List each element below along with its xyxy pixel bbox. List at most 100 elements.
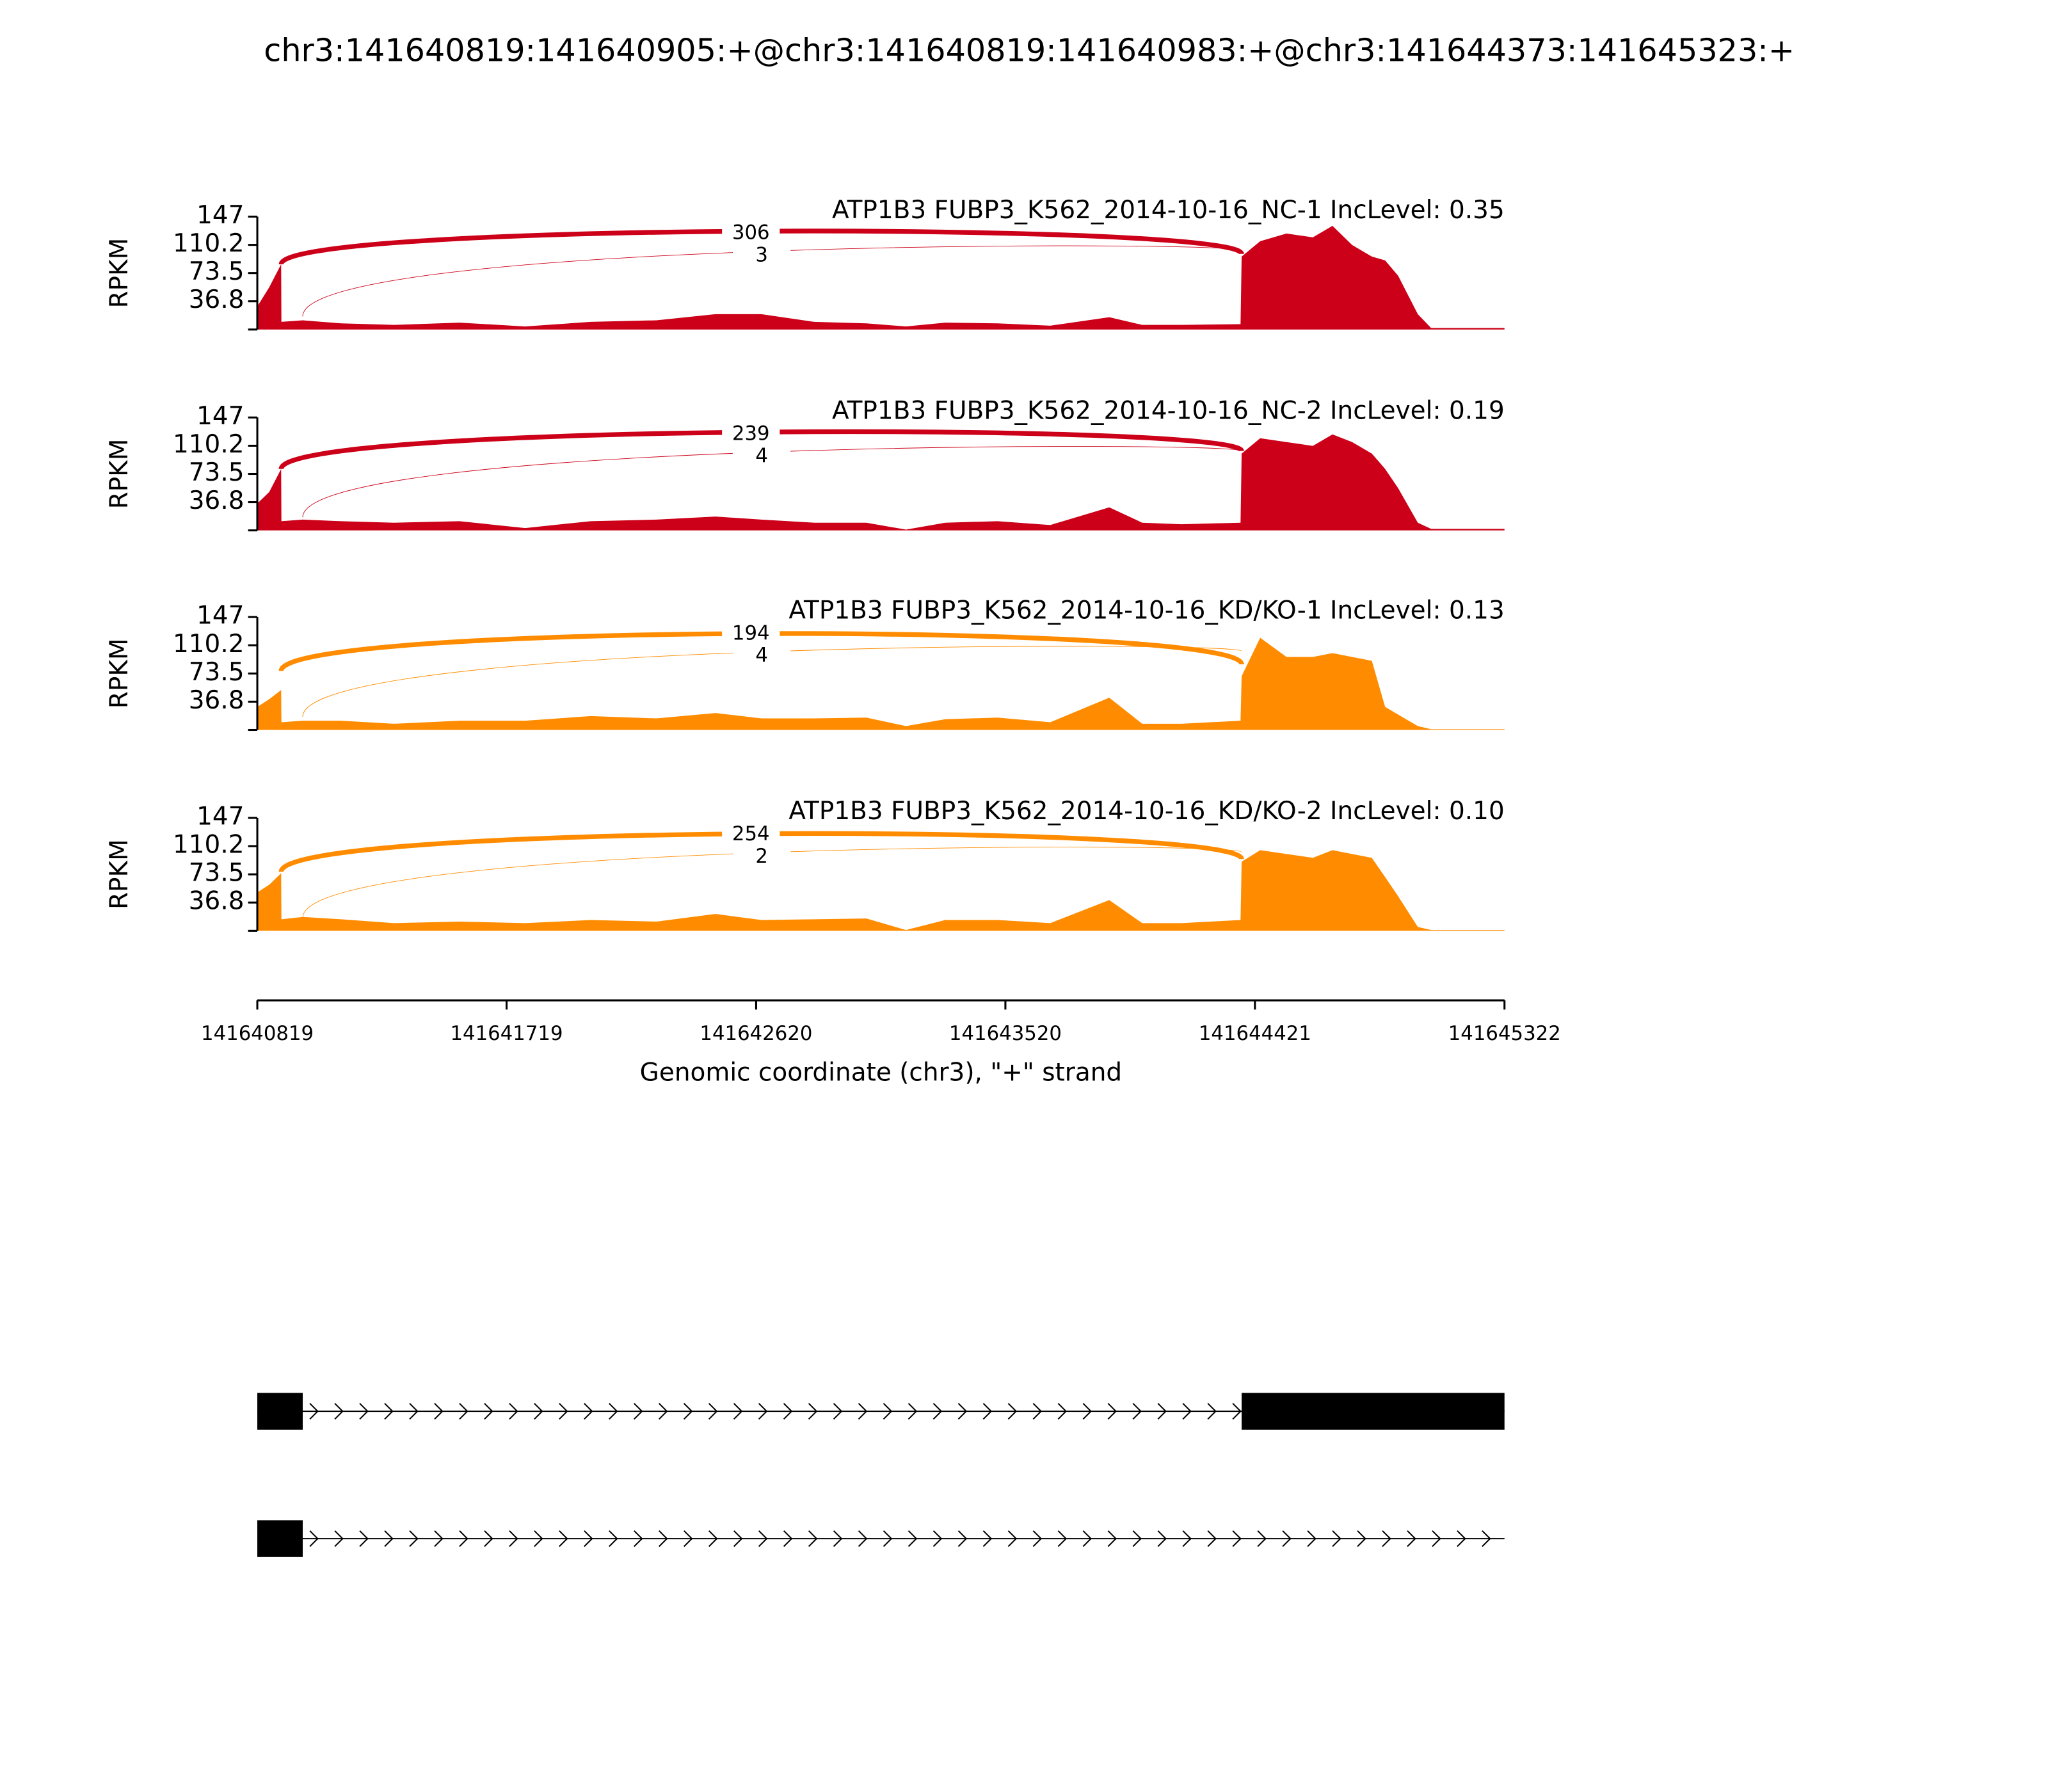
strand-chevron [733, 1530, 743, 1548]
strand-chevron [883, 1530, 893, 1548]
y-tick-label: 110.2 [173, 430, 244, 459]
strand-chevron [957, 1403, 968, 1420]
strand-chevron [484, 1403, 493, 1420]
strand-chevron [982, 1403, 993, 1420]
strand-chevron [609, 1403, 618, 1420]
y-axis-label: RPKM [105, 439, 134, 509]
junction-label-box [722, 622, 780, 646]
strand-chevron [683, 1530, 693, 1548]
strand-chevron [783, 1403, 793, 1420]
strand-chevron [1032, 1530, 1043, 1548]
strand-chevron [783, 1530, 793, 1548]
strand-chevron [459, 1403, 468, 1420]
junction-count: 2 [755, 845, 768, 868]
y-tick-label: 110.2 [173, 831, 244, 860]
strand-chevron [509, 1530, 518, 1548]
strand-chevron [708, 1530, 718, 1548]
strand-chevron [1232, 1403, 1242, 1420]
strand-chevron [1182, 1530, 1192, 1548]
strand-chevron [858, 1530, 868, 1548]
strand-chevron [559, 1403, 568, 1420]
strand-chevron [334, 1530, 344, 1548]
strand-chevron [932, 1403, 943, 1420]
coverage-area [257, 637, 1505, 730]
strand-chevron [683, 1403, 693, 1420]
strand-chevron [334, 1403, 344, 1420]
y-axis-label: RPKM [105, 839, 134, 909]
strand-chevron [1007, 1403, 1018, 1420]
y-axis-label: RPKM [105, 638, 134, 708]
strand-chevron [534, 1530, 543, 1548]
strand-chevron [758, 1530, 768, 1548]
strand-chevron [1132, 1403, 1142, 1420]
strand-chevron [1307, 1530, 1316, 1548]
y-tick-label: 36.8 [189, 285, 244, 314]
y-tick-label: 36.8 [189, 486, 244, 515]
strand-chevron [659, 1403, 668, 1420]
strand-chevron [584, 1403, 593, 1420]
x-axis-label: Genomic coordinate (chr3), "+" strand [640, 1058, 1122, 1087]
strand-chevron [1057, 1403, 1068, 1420]
y-tick-label: 73.5 [189, 859, 244, 888]
x-tick-label: 141640819 [201, 1022, 314, 1045]
strand-chevron [908, 1530, 918, 1548]
strand-chevron [982, 1530, 993, 1548]
coverage-area [257, 225, 1505, 330]
strand-chevron [1207, 1403, 1217, 1420]
junction-count: 194 [732, 621, 770, 644]
strand-chevron [1232, 1530, 1242, 1548]
strand-chevron [609, 1530, 618, 1548]
strand-chevron [459, 1530, 468, 1548]
y-tick-label: 147 [196, 602, 244, 630]
y-tick-label: 73.5 [189, 257, 244, 286]
y-axis-label: RPKM [105, 238, 134, 308]
junction-count: 306 [732, 221, 770, 244]
junction-label-box [733, 644, 791, 669]
coverage-area [257, 434, 1505, 531]
strand-chevron [359, 1530, 369, 1548]
strand-chevron [733, 1403, 743, 1420]
junction-count: 254 [732, 822, 770, 845]
y-tick-label: 36.8 [189, 686, 244, 715]
strand-chevron [584, 1530, 593, 1548]
x-tick-label: 141643520 [949, 1022, 1062, 1045]
strand-chevron [434, 1530, 444, 1548]
track-title: ATP1B3 FUBP3_K562_2014-10-16_KD/KO-2 Inc… [788, 797, 1504, 826]
y-tick-label: 147 [196, 802, 244, 831]
x-tick-label: 141644421 [1199, 1022, 1311, 1045]
strand-chevron [384, 1403, 394, 1420]
strand-chevron [659, 1530, 668, 1548]
strand-chevron [1082, 1530, 1092, 1548]
coverage-area [257, 850, 1505, 931]
strand-chevron [1207, 1530, 1217, 1548]
exon [257, 1393, 303, 1430]
strand-chevron [1107, 1530, 1117, 1548]
strand-chevron [1482, 1530, 1491, 1548]
exon [257, 1520, 303, 1557]
strand-chevron [1282, 1530, 1292, 1548]
strand-chevron [1157, 1403, 1167, 1420]
strand-chevron [808, 1403, 818, 1420]
strand-chevron [858, 1403, 868, 1420]
strand-chevron [409, 1403, 419, 1420]
figure-title: chr3:141640819:141640905:+@chr3:14164081… [264, 32, 1795, 69]
strand-chevron [1332, 1530, 1341, 1548]
junction-label-box [722, 823, 780, 847]
strand-chevron [908, 1403, 918, 1420]
x-tick-label: 141645322 [1448, 1022, 1561, 1045]
strand-chevron [309, 1530, 319, 1548]
y-tick-label: 110.2 [173, 630, 244, 659]
strand-chevron [1382, 1530, 1391, 1548]
strand-chevron [559, 1530, 568, 1548]
strand-chevron [384, 1530, 394, 1548]
strand-chevron [833, 1530, 843, 1548]
strand-chevron [808, 1530, 818, 1548]
track-title: ATP1B3 FUBP3_K562_2014-10-16_NC-2 IncLev… [832, 397, 1505, 426]
y-tick-label: 110.2 [173, 229, 244, 258]
x-tick-label: 141642620 [700, 1022, 812, 1045]
strand-chevron [359, 1403, 369, 1420]
junction-label-box [733, 845, 791, 869]
strand-chevron [409, 1530, 419, 1548]
